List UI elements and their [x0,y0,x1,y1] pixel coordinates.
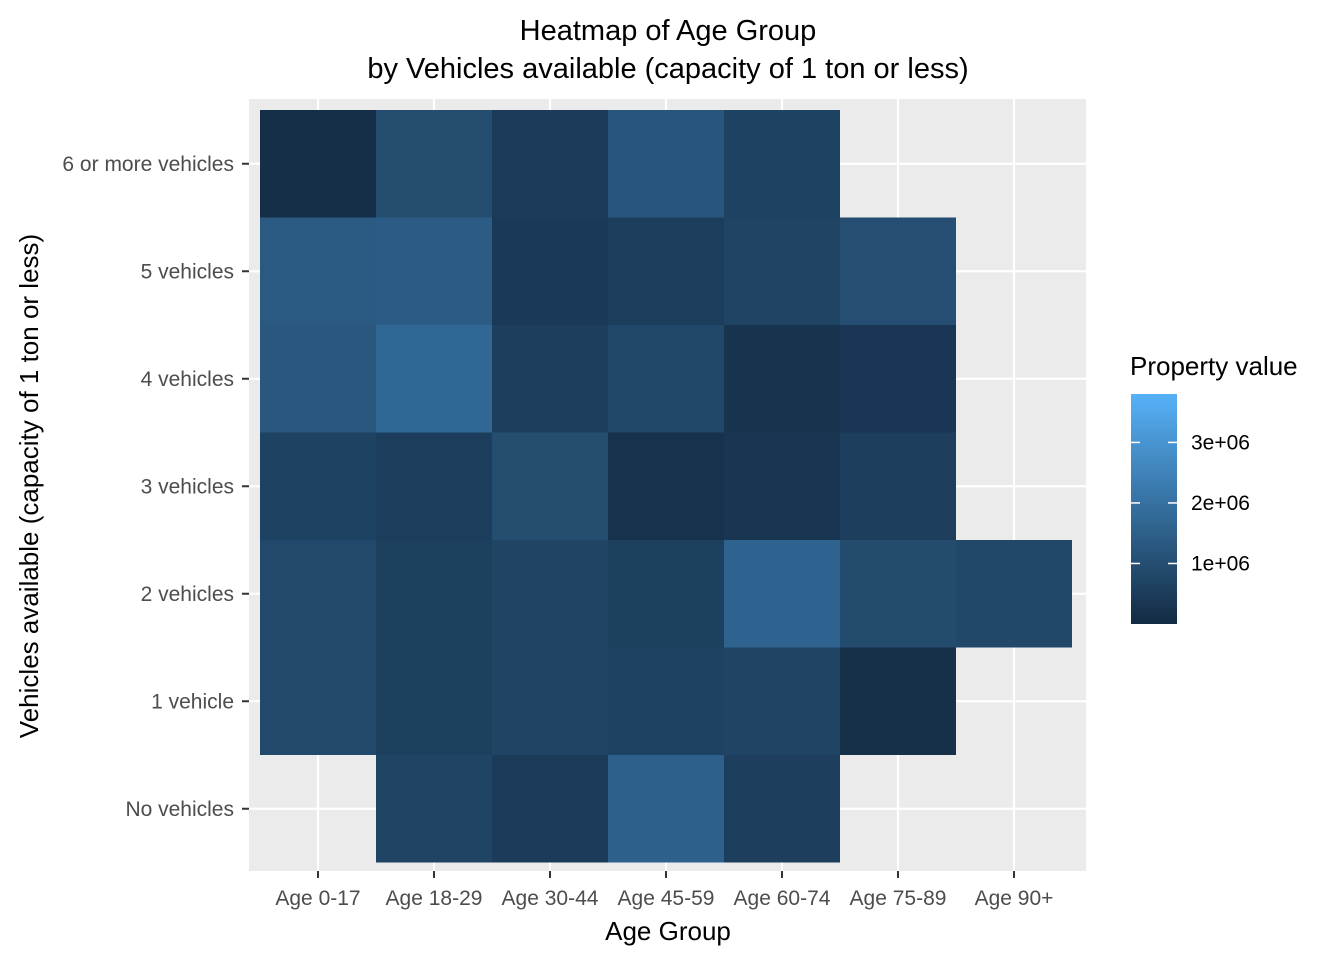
y-axis: No vehicles 1 vehicle 2 vehicles 3 vehicles… [62,153,249,821]
heatmap-cell [724,217,840,325]
heatmap-cell [608,217,724,325]
heatmap-cell [376,432,492,540]
heatmap-cell [492,217,608,325]
legend-tick-label: 1e+06 [1191,552,1250,575]
heatmap-cell [260,432,376,540]
x-tick-label: Age 90+ [975,887,1054,910]
legend-colorbar [1131,394,1177,624]
heatmap-cell [724,325,840,433]
heatmap-cell [492,647,608,755]
heatmap-cell [608,540,724,648]
heatmap-cell [608,432,724,540]
heatmap-cell [492,432,608,540]
x-axis: Age 0-17 Age 18-29 Age 30-44 Age 45-59 Age 6… [275,871,1053,910]
heatmap-cell [376,325,492,433]
heatmap-cell [724,432,840,540]
heatmap-cell [260,325,376,433]
legend-title: Property value [1130,351,1298,381]
y-tick-label: 2 vehicles [141,583,234,606]
x-tick-label: Age 18-29 [386,887,483,910]
heatmap-cell [840,325,956,433]
heatmap-cells [260,110,1072,863]
color-legend: Property value 1e+06 2e+06 3e+06 [1130,351,1298,624]
heatmap-cell [376,755,492,863]
heatmap-cell [608,755,724,863]
heatmap-cell [724,540,840,648]
x-tick-label: Age 75-89 [850,887,947,910]
heatmap-cell [840,540,956,648]
heatmap-cell [260,647,376,755]
heatmap-cell [376,110,492,218]
y-tick-label: 4 vehicles [141,368,234,391]
heatmap-cell [492,540,608,648]
legend-tick-label: 2e+06 [1191,492,1250,515]
heatmap-cell [840,217,956,325]
heatmap-cell [260,217,376,325]
x-axis-title: Age Group [605,916,731,946]
y-tick-label: 3 vehicles [141,475,234,498]
y-tick-label: 5 vehicles [141,260,234,283]
chart-title-line-2: by Vehicles available (capacity of 1 ton… [367,53,968,85]
y-tick-label: 6 or more vehicles [62,153,234,176]
heatmap-cell [840,432,956,540]
heatmap-cell [608,325,724,433]
heatmap-cell [376,217,492,325]
y-axis-title: Vehicles available (capacity of 1 ton or… [14,234,44,738]
chart-title-line-1: Heatmap of Age Group [520,15,817,47]
heatmap-cell [608,110,724,218]
x-tick-label: Age 0-17 [275,887,360,910]
heatmap-cell [492,110,608,218]
heatmap-cell [260,540,376,648]
heatmap-cell [376,540,492,648]
heatmap-cell [492,755,608,863]
x-tick-label: Age 30-44 [502,887,599,910]
heatmap-cell [724,755,840,863]
legend-ticks: 1e+06 2e+06 3e+06 [1131,431,1250,575]
x-tick-label: Age 45-59 [618,887,715,910]
legend-tick-label: 3e+06 [1191,431,1250,454]
heatmap-cell [840,647,956,755]
y-tick-label: 1 vehicle [151,690,234,713]
heatmap-cell [260,110,376,218]
heatmap-cell [956,540,1072,648]
heatmap-cell [492,325,608,433]
x-tick-label: Age 60-74 [734,887,831,910]
heatmap-cell [724,647,840,755]
heatmap-cell [376,647,492,755]
heatmap-cell [608,647,724,755]
heatmap-cell [724,110,840,218]
y-tick-label: No vehicles [125,798,234,821]
